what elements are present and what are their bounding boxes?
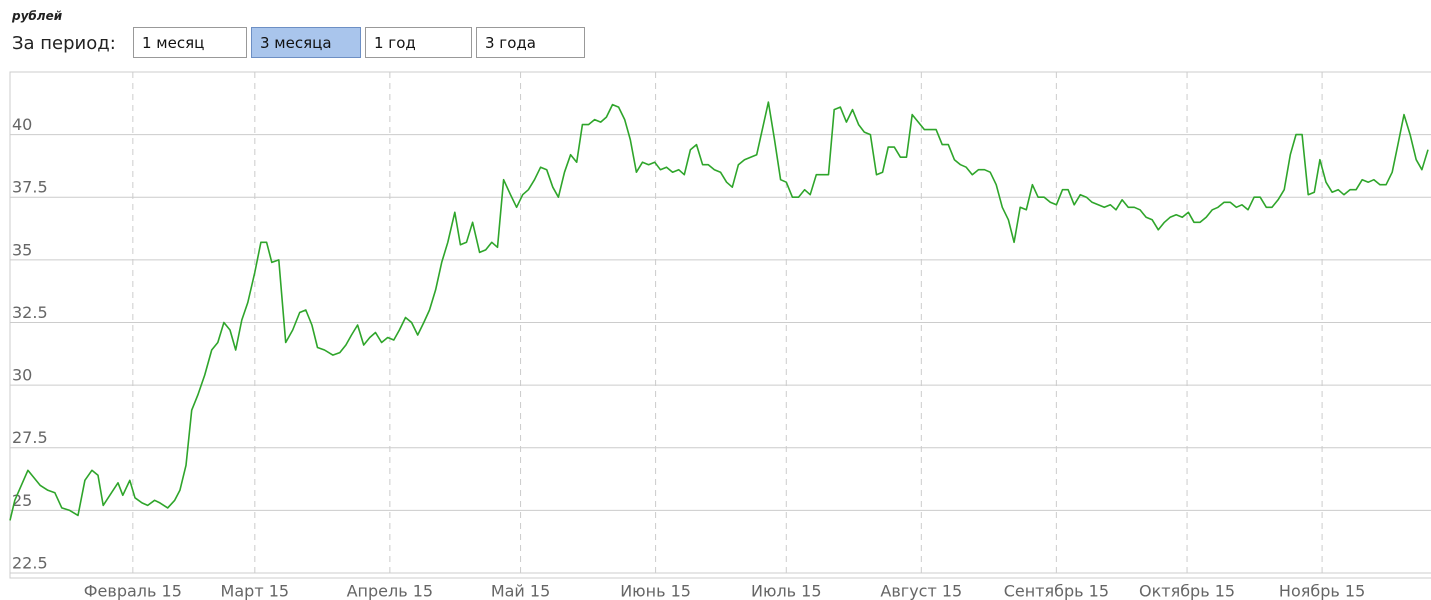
period-button[interactable]: 1 месяц bbox=[133, 27, 247, 58]
plot-frame bbox=[9, 71, 1431, 579]
y-tick-label: 30 bbox=[12, 366, 32, 385]
y-tick-label: 22.5 bbox=[12, 553, 48, 572]
x-tick-label: Май 15 bbox=[491, 582, 550, 600]
y-tick-label: 40 bbox=[12, 115, 32, 134]
period-label: За период: bbox=[12, 33, 116, 54]
x-tick-label: Ноябрь 15 bbox=[1279, 582, 1365, 600]
x-tick-label: Июнь 15 bbox=[620, 582, 691, 600]
x-tick-label: Март 15 bbox=[221, 582, 290, 600]
y-tick-label: 35 bbox=[12, 240, 32, 259]
price-line bbox=[9, 101, 1429, 521]
period-button[interactable]: 3 года bbox=[476, 27, 585, 58]
x-tick-label: Апрель 15 bbox=[347, 582, 434, 600]
x-tick-label: Август 15 bbox=[880, 582, 962, 600]
unit-label: рублей bbox=[12, 9, 63, 23]
period-button[interactable]: 1 год bbox=[365, 27, 472, 58]
x-tick-label: Июль 15 bbox=[751, 582, 822, 600]
x-tick-label: Октябрь 15 bbox=[1139, 582, 1235, 600]
x-tick-label: Февраль 15 bbox=[84, 582, 182, 600]
y-tick-label: 37.5 bbox=[12, 178, 48, 197]
y-tick-label: 27.5 bbox=[12, 428, 48, 447]
x-tick-label: Сентябрь 15 bbox=[1004, 582, 1109, 600]
y-tick-label: 32.5 bbox=[12, 303, 48, 322]
period-button[interactable]: 3 месяца bbox=[251, 27, 361, 58]
period-buttons: 1 месяц 3 месяца 1 год 3 года bbox=[133, 27, 585, 58]
